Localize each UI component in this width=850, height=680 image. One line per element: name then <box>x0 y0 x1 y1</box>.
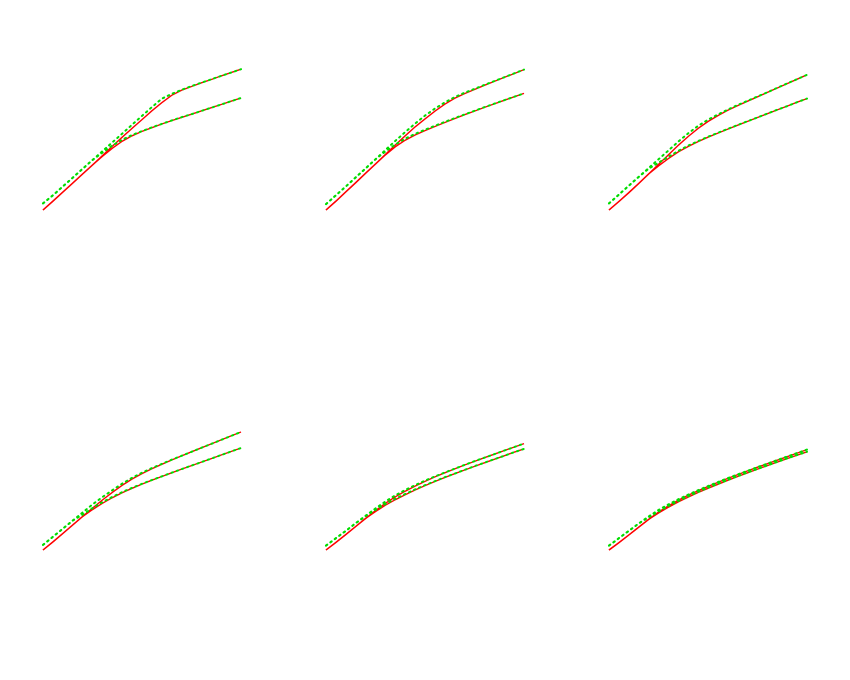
chart-panel-5-svg <box>325 442 525 551</box>
chart-panel-3 <box>566 0 849 340</box>
panel-1-series-4-line <box>42 97 242 205</box>
chart-panel-4 <box>0 340 283 680</box>
panel-3-series-4-line <box>608 97 808 205</box>
panel-4-series-4-line <box>42 447 242 546</box>
chart-panel-5 <box>283 340 566 680</box>
chart-panel-1 <box>0 0 283 340</box>
panel-2-series-2-line <box>325 92 525 211</box>
chart-panel-1-svg <box>42 68 242 211</box>
chart-panel-2 <box>283 0 566 340</box>
panel-3-series-1-line <box>608 74 808 211</box>
chart-panel-3-svg <box>608 73 808 211</box>
panel-6-series-3-line <box>608 448 808 547</box>
panel-4-series-3-line <box>42 431 242 546</box>
chart-panel-2-svg <box>325 68 525 211</box>
panel-2-series-4-line <box>325 92 525 206</box>
panel-2-series-3-line <box>325 68 525 206</box>
chart-panel-6-svg <box>608 448 808 551</box>
chart-panel-6 <box>566 340 849 680</box>
panel-5-series-4-line <box>325 447 525 547</box>
panel-1-series-1-line <box>42 68 242 211</box>
panel-4-series-2-line <box>42 447 242 551</box>
panel-6-series-4-line <box>608 450 808 547</box>
panel-4-series-1-line <box>42 431 242 551</box>
panel-6-series-1-line <box>608 448 808 551</box>
panel-3-series-2-line <box>608 97 808 211</box>
chart-panel-4-svg <box>42 431 242 551</box>
panel-5-series-3-line <box>325 442 525 547</box>
panel-2-series-1-line <box>325 68 525 211</box>
panel-5-series-2-line <box>325 448 525 551</box>
panel-6-series-2-line <box>608 451 808 551</box>
